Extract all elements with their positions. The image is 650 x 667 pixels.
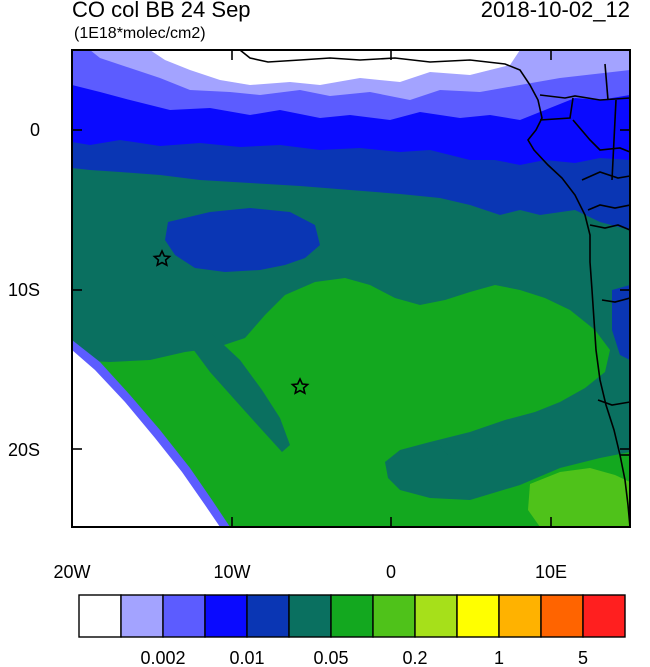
colorbar-box-11 [540, 594, 584, 638]
field-blue-east [612, 285, 630, 360]
colorbar-box-3 [204, 594, 248, 638]
colorbar-box-9 [456, 594, 500, 638]
colorbar-box-10 [498, 594, 542, 638]
lon-label-0: 0 [386, 562, 396, 582]
colorbar-label-3: 0.2 [402, 648, 427, 667]
colorbar-box-5 [288, 594, 332, 638]
lat-label-0: 0 [30, 120, 40, 140]
colorbar-box-12 [582, 594, 626, 638]
field-teal-inlet [440, 395, 630, 455]
lat-label-20s: 20S [8, 440, 40, 460]
field-white-north [150, 50, 520, 85]
map-units: (1E18*molec/cm2) [74, 25, 206, 42]
map-datetime: 2018-10-02_12 [480, 0, 630, 22]
colorbar-box-0 [78, 594, 122, 638]
field-teal-wedge [185, 325, 290, 452]
colorbar-box-8 [414, 594, 458, 638]
colorbar-box-4 [246, 594, 290, 638]
colorbar-box-1 [120, 594, 164, 638]
colorbar-box-2 [162, 594, 206, 638]
lon-label-10w: 10W [213, 562, 250, 582]
colorbar-label-5: 5 [578, 648, 588, 667]
axis-ticks [71, 50, 630, 527]
lon-label-20w: 20W [53, 562, 90, 582]
star-marker-1 [152, 249, 172, 267]
colorbar-box-6 [330, 594, 374, 638]
field-green [72, 278, 630, 527]
colorbar-label-0: 0.002 [140, 648, 185, 667]
colorbar-label-1: 0.01 [229, 648, 264, 667]
field-lightgreen [528, 468, 630, 527]
field-blob-west [165, 208, 320, 272]
coastline [239, 50, 630, 527]
station-markers [152, 249, 310, 395]
map-title: CO col BB 24 Sep [72, 0, 251, 22]
lat-labels: 0 10S 20S [8, 120, 40, 460]
lon-label-10e: 10E [535, 562, 567, 582]
colorbar-label-2: 0.05 [313, 648, 348, 667]
co-field [72, 50, 630, 527]
star-marker-2 [290, 377, 310, 395]
colorbar [78, 594, 626, 638]
colorbar-box-7 [372, 594, 416, 638]
lon-labels: 20W 10W 0 10E [53, 562, 567, 582]
lat-label-10s: 10S [8, 280, 40, 300]
colorbar-label-4: 1 [494, 648, 504, 667]
plot-frame [71, 49, 631, 528]
colorbar-labels: 0.002 0.01 0.05 0.2 1 5 [140, 648, 588, 667]
field-white-south [72, 350, 220, 527]
